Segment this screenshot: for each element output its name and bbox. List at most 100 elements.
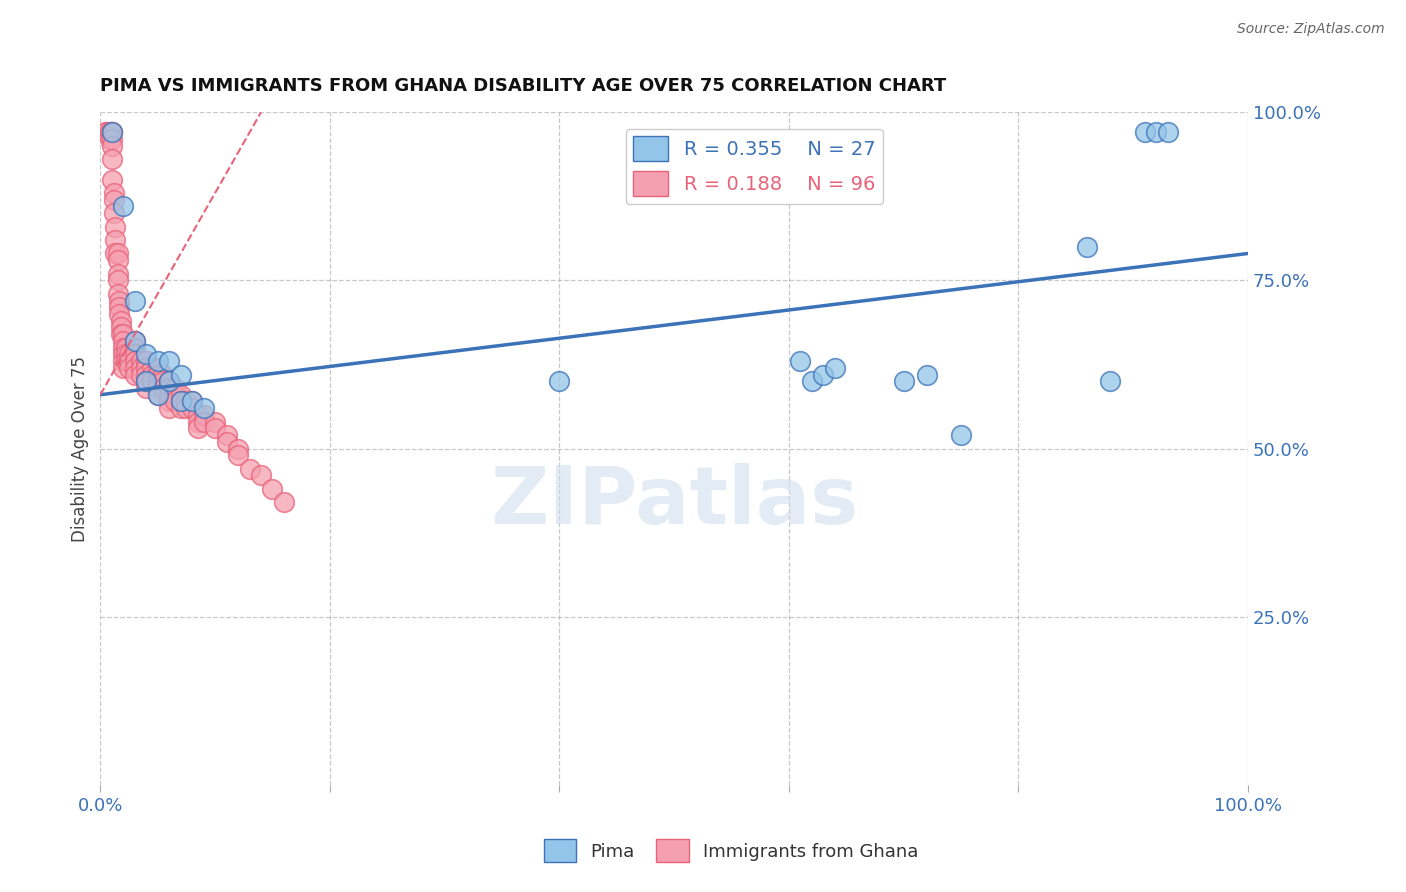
Point <box>262 482 284 496</box>
Point <box>135 347 157 361</box>
Point <box>124 341 146 355</box>
Point <box>124 334 146 348</box>
Point <box>104 219 127 234</box>
Point <box>187 415 209 429</box>
Point <box>146 381 169 395</box>
Point <box>141 360 163 375</box>
Point <box>1099 374 1122 388</box>
Point <box>187 421 209 435</box>
Point <box>146 360 169 375</box>
Point <box>98 125 121 139</box>
Point <box>107 307 129 321</box>
Point <box>215 428 238 442</box>
Point <box>226 448 249 462</box>
Point <box>789 354 811 368</box>
Point <box>250 468 273 483</box>
Point <box>112 341 135 355</box>
Point <box>170 368 193 382</box>
Point <box>129 354 152 368</box>
Point <box>107 267 129 281</box>
Point <box>124 368 146 382</box>
Point <box>181 401 204 416</box>
Point <box>187 408 209 422</box>
Point <box>170 394 193 409</box>
Point <box>112 334 135 348</box>
Point <box>146 354 169 368</box>
Point <box>238 461 260 475</box>
Point <box>157 401 180 416</box>
Point <box>1076 240 1098 254</box>
Point <box>112 354 135 368</box>
Point <box>110 314 132 328</box>
Point <box>135 368 157 382</box>
Point <box>124 334 146 348</box>
Point <box>163 388 186 402</box>
Point <box>893 374 915 388</box>
Point <box>103 206 125 220</box>
Y-axis label: Disability Age Over 75: Disability Age Over 75 <box>72 356 89 541</box>
Point <box>146 388 169 402</box>
Point <box>103 186 125 200</box>
Point <box>107 293 129 308</box>
Point <box>129 368 152 382</box>
Point <box>146 368 169 382</box>
Point <box>98 132 121 146</box>
Point <box>135 354 157 368</box>
Point <box>152 381 174 395</box>
Point <box>107 273 129 287</box>
Point <box>193 401 215 416</box>
Point <box>107 300 129 314</box>
Point <box>114 347 136 361</box>
Point <box>101 153 124 167</box>
Point <box>112 347 135 361</box>
Point <box>124 360 146 375</box>
Point <box>146 388 169 402</box>
Point <box>157 388 180 402</box>
Point <box>157 354 180 368</box>
Point <box>101 172 124 186</box>
Point <box>118 360 141 375</box>
Point <box>273 495 295 509</box>
Point <box>112 199 135 213</box>
Point <box>98 125 121 139</box>
Point <box>101 125 124 139</box>
Point <box>135 374 157 388</box>
Point <box>107 286 129 301</box>
Point <box>204 421 226 435</box>
Point <box>114 341 136 355</box>
Point <box>124 347 146 361</box>
Point <box>101 132 124 146</box>
Point <box>110 327 132 342</box>
Point <box>915 368 938 382</box>
Point <box>141 374 163 388</box>
Point <box>1156 125 1178 139</box>
Point <box>181 394 204 409</box>
Point <box>152 368 174 382</box>
Point <box>157 381 180 395</box>
Point <box>135 354 157 368</box>
Point <box>110 320 132 334</box>
Point <box>548 374 571 388</box>
Point <box>112 327 135 342</box>
Point <box>226 442 249 456</box>
Point <box>1133 125 1156 139</box>
Text: ZIPatlas: ZIPatlas <box>489 463 858 541</box>
Point <box>135 374 157 388</box>
Point <box>146 374 169 388</box>
Point <box>118 347 141 361</box>
Point <box>135 381 157 395</box>
Point <box>170 388 193 402</box>
Point <box>112 360 135 375</box>
Point <box>193 415 215 429</box>
Point <box>824 360 846 375</box>
Point <box>104 246 127 260</box>
Point <box>103 193 125 207</box>
Point <box>176 394 198 409</box>
Point <box>800 374 823 388</box>
Point <box>170 401 193 416</box>
Point <box>193 408 215 422</box>
Legend: Pima, Immigrants from Ghana: Pima, Immigrants from Ghana <box>536 832 927 870</box>
Point <box>176 401 198 416</box>
Point <box>1144 125 1167 139</box>
Point <box>204 415 226 429</box>
